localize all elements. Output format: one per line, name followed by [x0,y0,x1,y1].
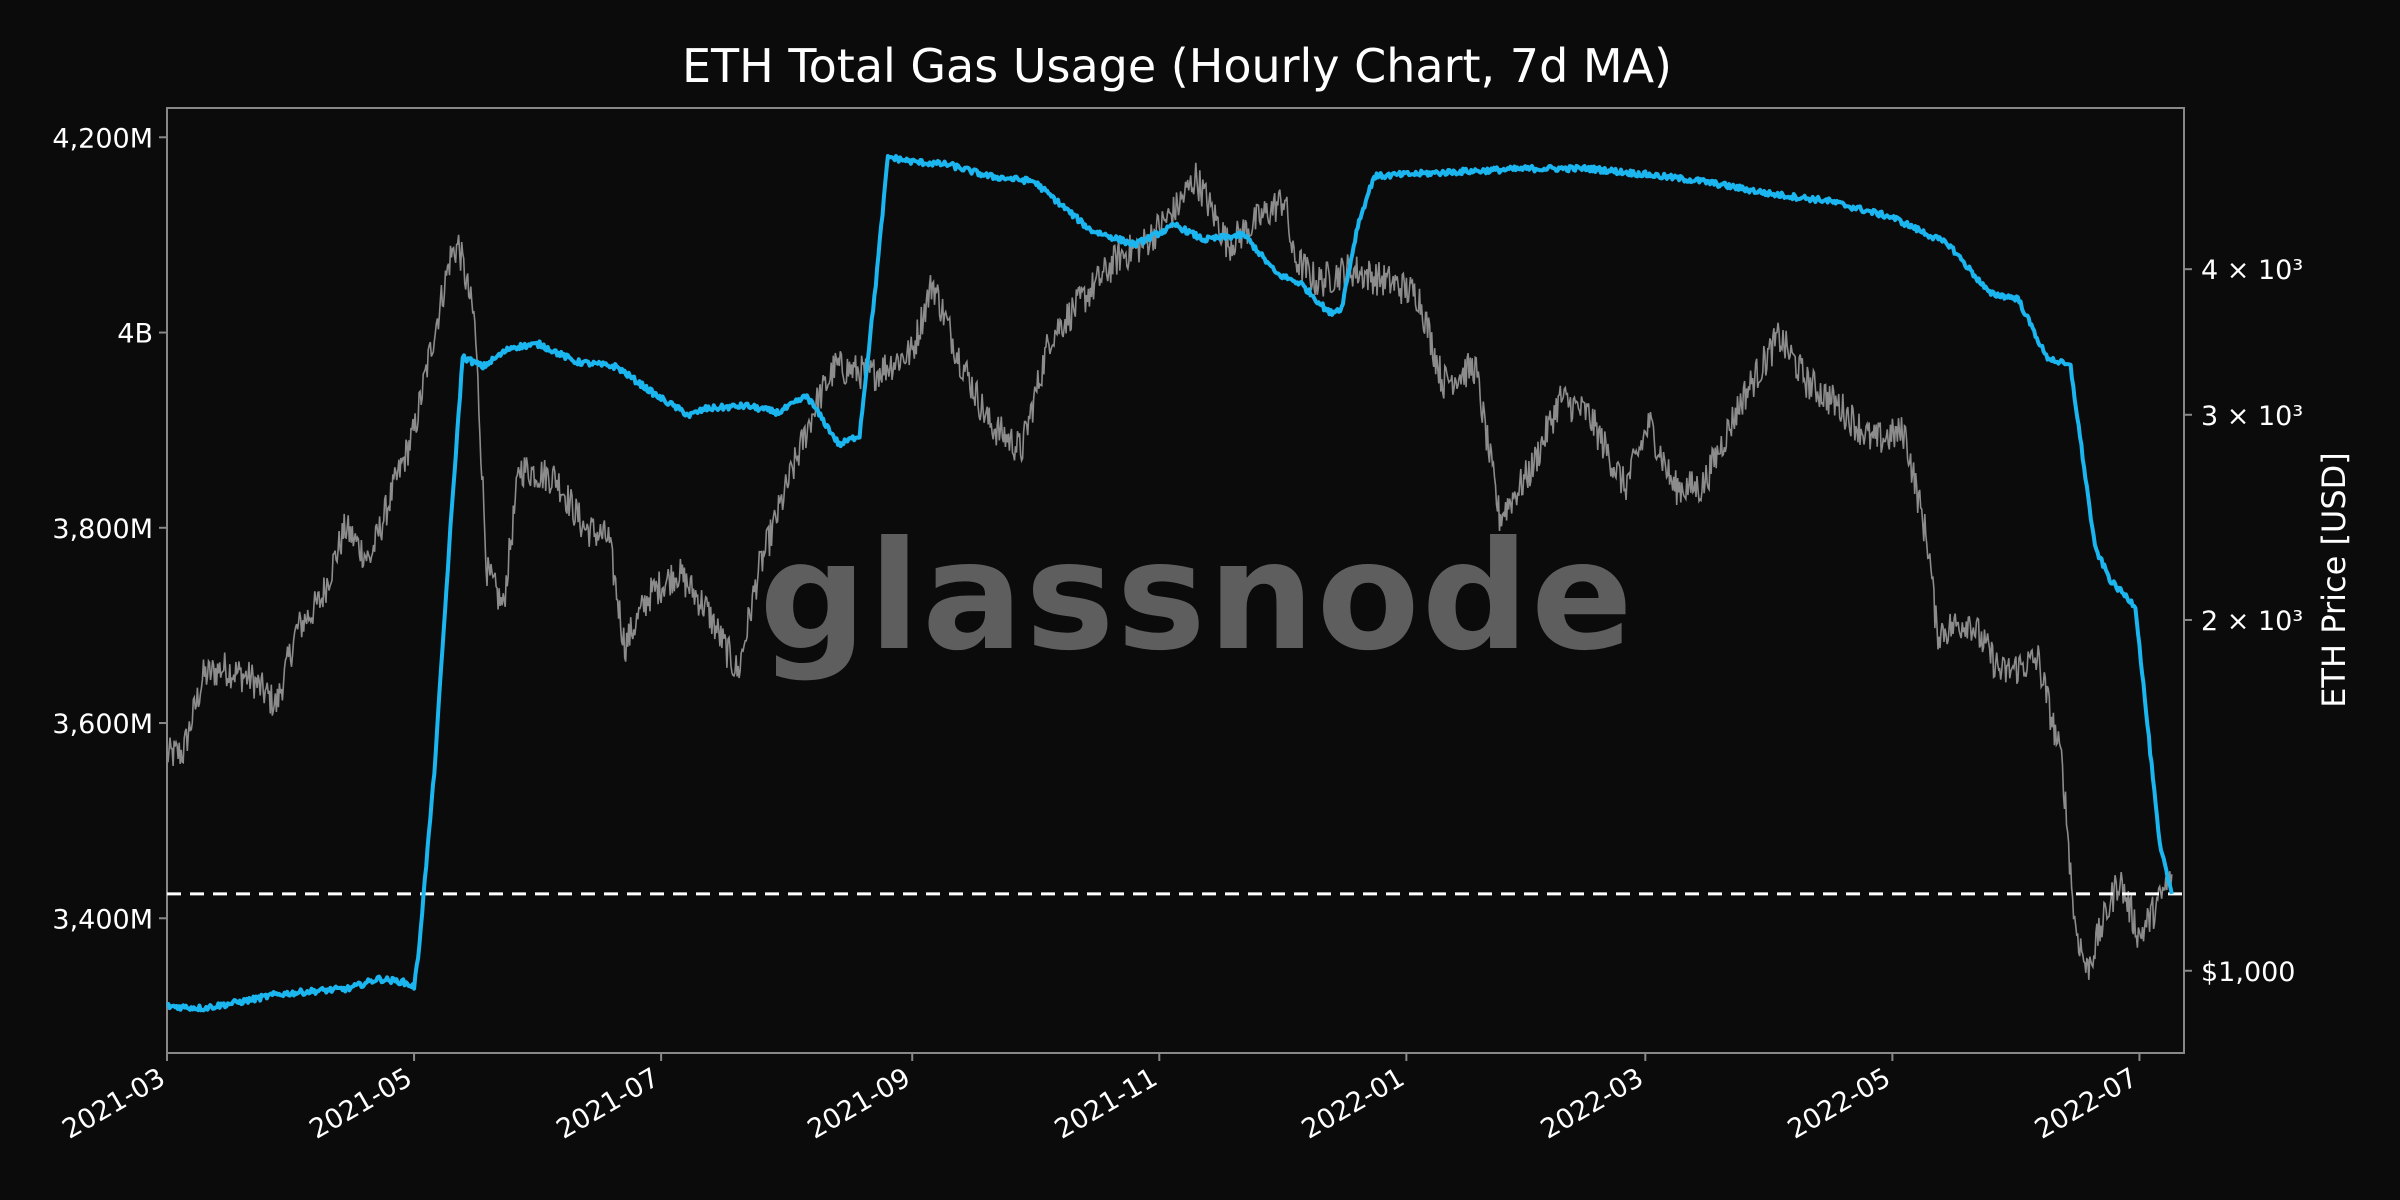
right-axis: $1,000 2 × 10³ 3 × 10³ 4 × 10³ [2184,255,2303,988]
left-tick-label: 3,400M [52,904,153,935]
watermark: glassnode [759,510,1635,684]
gas-series-layer [166,154,2174,1013]
gas-usage-line [166,154,2174,1013]
left-tick-label: 4,200M [52,123,153,154]
right-tick-label: 3 × 10³ [2201,401,2303,432]
price-series-layer [166,162,2173,980]
right-tick-label: 2 × 10³ [2201,606,2303,637]
right-axis-title: ETH Price [USD] [2315,452,2353,708]
left-tick-label: 4B [117,319,153,350]
eth-price-line [166,162,2173,980]
left-tick-label: 3,600M [52,709,153,740]
plot-frame [166,107,2185,1054]
right-tick-label: $1,000 [2201,957,2295,988]
chart-title: ETH Total Gas Usage (Hourly Chart, 7d MA… [682,39,1672,93]
left-tick-label: 3,800M [52,514,153,545]
left-axis: 3,400M 3,600M 3,800M 4B 4,200M [52,123,167,935]
right-tick-label: 4 × 10³ [2201,255,2303,286]
